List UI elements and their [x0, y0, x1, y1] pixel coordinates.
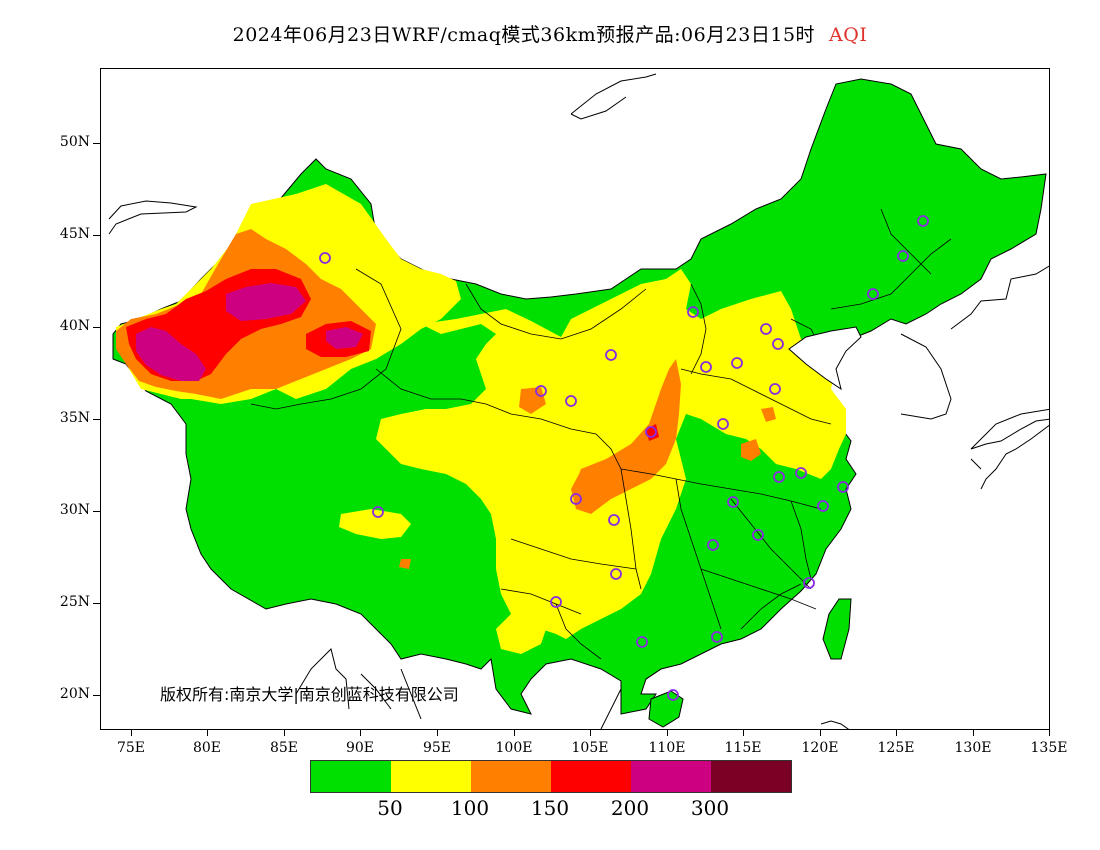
station-marker[interactable] — [795, 467, 807, 479]
x-tick-mark — [207, 730, 208, 736]
map-frame — [100, 68, 1050, 730]
aqi-map — [108, 73, 1049, 729]
y-tick-label: 35N — [59, 410, 90, 426]
legend-swatch — [311, 761, 391, 792]
station-marker[interactable] — [717, 418, 729, 430]
y-tick-label: 50N — [59, 134, 90, 150]
station-marker[interactable] — [897, 250, 909, 262]
y-tick-mark — [93, 419, 100, 420]
x-tick-label: 135E — [1030, 740, 1068, 756]
station-marker[interactable] — [769, 383, 781, 395]
station-marker[interactable] — [760, 323, 772, 335]
province-boundaries — [250, 208, 952, 660]
station-marker[interactable] — [752, 529, 764, 541]
station-marker[interactable] — [687, 306, 699, 318]
x-tick-mark — [131, 730, 132, 736]
station-marker[interactable] — [565, 395, 577, 407]
x-tick-label: 80E — [192, 740, 222, 756]
station-marker[interactable] — [636, 636, 648, 648]
station-marker[interactable] — [535, 385, 547, 397]
y-tick-label: 25N — [59, 594, 90, 610]
x-tick-mark — [896, 730, 897, 736]
x-tick-label: 90E — [345, 740, 375, 756]
legend-label: 100 — [450, 796, 490, 820]
x-tick-mark — [820, 730, 821, 736]
x-tick-mark — [590, 730, 591, 736]
bohai-sea — [788, 326, 862, 391]
station-marker[interactable] — [803, 577, 815, 589]
x-tick-mark — [743, 730, 744, 736]
legend-swatch — [551, 761, 631, 792]
legend-label: 50 — [377, 796, 403, 820]
station-marker[interactable] — [772, 338, 784, 350]
x-tick-label: 130E — [954, 740, 992, 756]
station-marker[interactable] — [605, 349, 617, 361]
x-tick-label: 85E — [269, 740, 299, 756]
title-text: 2024年06月23日WRF/cmaq模式36km预报产品:06月23日15时 — [232, 24, 816, 46]
station-marker[interactable] — [550, 596, 562, 608]
y-tick-mark — [93, 143, 100, 144]
title-variable: AQI — [829, 24, 868, 46]
station-marker[interactable] — [727, 496, 739, 508]
station-marker[interactable] — [731, 357, 743, 369]
station-marker[interactable] — [667, 689, 679, 701]
x-tick-label: 120E — [801, 740, 839, 756]
y-tick-mark — [93, 327, 100, 328]
station-marker[interactable] — [570, 493, 582, 505]
x-tick-label: 110E — [648, 740, 686, 756]
x-tick-label: 95E — [422, 740, 452, 756]
x-tick-mark — [1049, 730, 1050, 736]
taiwan-island — [822, 598, 852, 660]
station-marker[interactable] — [700, 361, 712, 373]
x-tick-mark — [284, 730, 285, 736]
station-marker[interactable] — [707, 539, 719, 551]
station-marker[interactable] — [817, 500, 829, 512]
station-marker[interactable] — [319, 252, 331, 264]
station-markers — [319, 215, 929, 701]
x-tick-label: 100E — [495, 740, 533, 756]
legend-swatch — [631, 761, 711, 792]
legend-label: 150 — [530, 796, 570, 820]
legend-label: 300 — [690, 796, 730, 820]
station-marker[interactable] — [645, 426, 657, 438]
x-tick-mark — [437, 730, 438, 736]
legend-swatch — [711, 761, 791, 792]
y-tick-mark — [93, 603, 100, 604]
y-tick-mark — [93, 695, 100, 696]
x-tick-mark — [973, 730, 974, 736]
legend-swatch — [471, 761, 551, 792]
x-tick-mark — [667, 730, 668, 736]
y-tick-mark — [93, 235, 100, 236]
station-marker[interactable] — [867, 288, 879, 300]
aqi-legend — [310, 760, 792, 793]
y-tick-label: 40N — [59, 318, 90, 334]
y-tick-label: 45N — [59, 226, 90, 242]
x-tick-mark — [514, 730, 515, 736]
x-tick-mark — [360, 730, 361, 736]
station-marker[interactable] — [837, 481, 849, 493]
x-tick-label: 75E — [116, 740, 146, 756]
y-tick-label: 20N — [59, 686, 90, 702]
x-tick-label: 105E — [571, 740, 609, 756]
station-marker[interactable] — [773, 471, 785, 483]
map-title: 2024年06月23日WRF/cmaq模式36km预报产品:06月23日15时 A… — [0, 20, 1100, 47]
station-marker[interactable] — [372, 506, 384, 518]
station-marker[interactable] — [917, 215, 929, 227]
station-marker[interactable] — [608, 514, 620, 526]
y-tick-mark — [93, 511, 100, 512]
y-tick-label: 30N — [59, 502, 90, 518]
legend-label: 200 — [610, 796, 650, 820]
x-tick-label: 115E — [724, 740, 762, 756]
station-marker[interactable] — [610, 568, 622, 580]
copyright-notice: 版权所有:南京大学|南京创蓝科技有限公司 — [160, 685, 459, 704]
aqi-band-201-300 — [136, 283, 363, 381]
x-tick-label: 125E — [877, 740, 915, 756]
legend-swatch — [391, 761, 471, 792]
station-marker[interactable] — [711, 631, 723, 643]
